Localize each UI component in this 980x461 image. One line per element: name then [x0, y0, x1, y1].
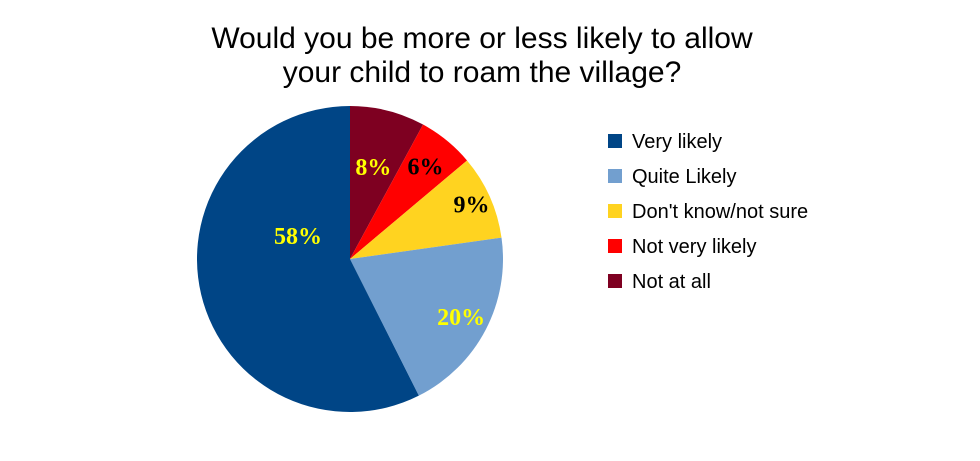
pie-slices	[197, 106, 503, 413]
pie-slice-not-at-all	[350, 106, 424, 259]
data-label-not-very-likely: 6%	[407, 155, 443, 181]
legend-swatch-not-at-all	[608, 274, 622, 288]
legend-label-very-likely: Very likely	[632, 131, 722, 153]
legend-label-not-very-likely: Not very likely	[632, 236, 756, 258]
pie-slice-not-very-likely	[350, 124, 468, 259]
data-label-quite-likely: 20%	[437, 305, 485, 331]
legend-label-don-t-know-not-sure: Don't know/not sure	[632, 201, 808, 223]
chart-title-line-1: Would you be more or less likely to allo…	[211, 22, 753, 55]
legend: Very likely Quite Likely Don't know/not su…	[608, 131, 808, 293]
legend-swatch-very-likely	[608, 134, 622, 148]
pie-slice-very-likely	[197, 106, 419, 413]
legend-swatch-quite-likely	[608, 169, 622, 183]
legend-swatch-not-very-likely	[608, 239, 622, 253]
data-label-don-t-know-not-sure: 9%	[454, 193, 490, 219]
data-label-very-likely: 58%	[274, 224, 322, 250]
legend-label-not-at-all: Not at all	[632, 271, 711, 293]
legend-swatch-don-t-know-not-sure	[608, 204, 622, 218]
data-label-not-at-all: 8%	[355, 155, 391, 181]
pie-slice-quite-likely	[350, 237, 503, 396]
pie-data-labels: 8% 6% 9% 20% 58%	[274, 155, 490, 332]
legend-label-quite-likely: Quite Likely	[632, 166, 737, 188]
pie-slice-don-t-know-not-sure	[350, 160, 502, 259]
chart-title-line-2: your child to roam the village?	[283, 56, 682, 89]
